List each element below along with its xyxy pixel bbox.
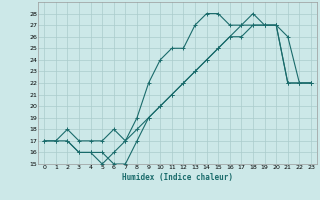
- X-axis label: Humidex (Indice chaleur): Humidex (Indice chaleur): [122, 173, 233, 182]
